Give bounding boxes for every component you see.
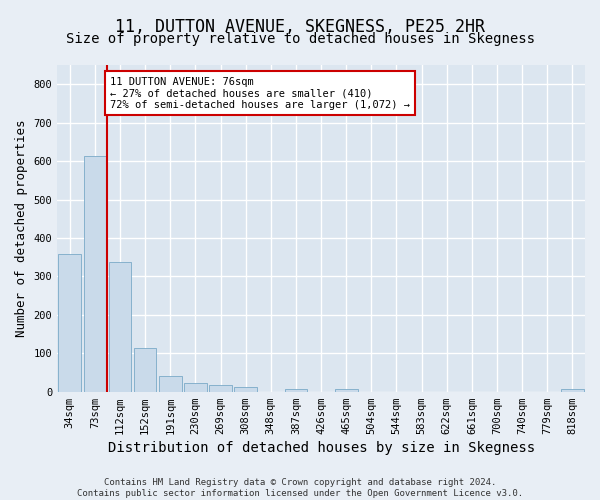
X-axis label: Distribution of detached houses by size in Skegness: Distribution of detached houses by size … bbox=[107, 441, 535, 455]
Bar bbox=[209, 385, 232, 392]
Text: 11, DUTTON AVENUE, SKEGNESS, PE25 2HR: 11, DUTTON AVENUE, SKEGNESS, PE25 2HR bbox=[115, 18, 485, 36]
Text: Contains HM Land Registry data © Crown copyright and database right 2024.
Contai: Contains HM Land Registry data © Crown c… bbox=[77, 478, 523, 498]
Bar bbox=[109, 262, 131, 392]
Bar bbox=[134, 348, 157, 392]
Bar bbox=[335, 388, 358, 392]
Bar bbox=[284, 389, 307, 392]
Bar bbox=[561, 389, 584, 392]
Text: 11 DUTTON AVENUE: 76sqm
← 27% of detached houses are smaller (410)
72% of semi-d: 11 DUTTON AVENUE: 76sqm ← 27% of detache… bbox=[110, 76, 410, 110]
Bar bbox=[58, 254, 81, 392]
Bar bbox=[83, 156, 106, 392]
Bar bbox=[159, 376, 182, 392]
Bar bbox=[235, 386, 257, 392]
Bar bbox=[184, 383, 207, 392]
Y-axis label: Number of detached properties: Number of detached properties bbox=[15, 120, 28, 337]
Text: Size of property relative to detached houses in Skegness: Size of property relative to detached ho… bbox=[65, 32, 535, 46]
